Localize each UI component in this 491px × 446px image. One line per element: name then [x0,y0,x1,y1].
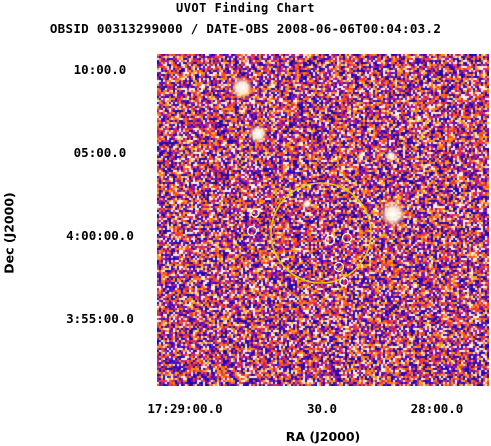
source-circle [324,234,336,246]
target-error-circle [270,182,372,284]
y-axis-label: Dec (J2000) [1,192,17,274]
source-circle [341,232,353,244]
source-circle [250,208,260,218]
dec-tick-label: 3:55:00.0 [66,311,134,326]
ra-tick-label: 28:00.0 [410,401,464,416]
ra-tick-label: 30.0 [306,401,338,416]
dec-tick-label: 10:00.0 [73,62,127,77]
source-circle [246,225,258,237]
source-circle [333,261,345,273]
ra-tick-label: 17:29:00.0 [147,401,223,416]
sky-image [157,54,489,386]
chart-subtitle: OBSID 00313299000 / DATE-OBS 2008-06-06T… [49,21,442,36]
x-axis-label: RA (J2000) [285,429,361,444]
dec-tick-label: 4:00:00.0 [66,228,134,243]
source-overlay [246,182,372,287]
chart-title: UVOT Finding Chart [175,1,316,15]
source-circle [339,277,349,287]
dec-tick-label: 05:00.0 [73,145,127,160]
